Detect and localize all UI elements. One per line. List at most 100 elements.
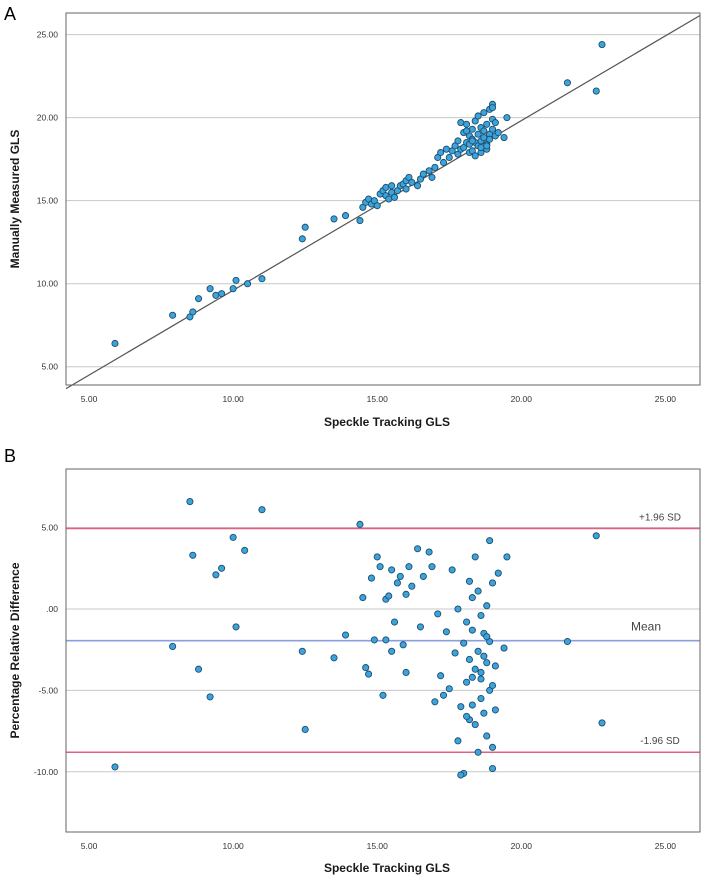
data-point [477,694,485,703]
x-tick-label: 25.00 [655,394,677,404]
y-tick-label: 5.00 [41,362,58,372]
data-point [212,571,220,579]
data-point [460,639,468,647]
data-point [373,202,381,210]
data-point [445,685,453,693]
data-point [486,135,494,143]
data-point [471,665,479,673]
data-point [428,173,436,181]
data-point [390,193,399,201]
data-point [463,127,471,135]
panel-b-x-ticks: 5.00 10.00 15.00 20.00 25.00 [81,841,677,851]
data-point [341,631,350,639]
data-point [442,145,450,153]
data-point [388,647,396,655]
panel-b-x-axis-title: Speckle Tracking GLS [324,861,450,875]
x-tick-label: 15.00 [367,841,389,851]
data-point [218,564,226,572]
data-point [330,654,338,662]
data-point [439,158,448,167]
data-point [402,668,410,677]
data-point [111,763,119,771]
panel-b: B +1.96 SD Mean -1.96 SD 5.00 10.00 15.00 20.… [4,446,701,875]
data-point [457,703,465,711]
panel-b-y-ticks: -10.00 -5.00 .00 5.00 [34,523,58,777]
panel-a-x-axis-title: Speckle Tracking GLS [324,415,450,429]
data-point [382,183,390,191]
data-point [468,137,476,145]
panel-b-plot-frame [65,468,701,833]
data-point [408,178,416,186]
data-point [491,119,499,127]
data-point [480,709,488,717]
data-point [445,153,453,162]
y-tick-label: -10.00 [34,767,58,777]
data-point [477,675,485,683]
data-point [258,506,266,514]
data-point [483,120,491,128]
data-point [425,167,433,175]
x-tick-label: 25.00 [655,841,677,851]
data-point [503,114,511,122]
y-tick-label: 5.00 [41,523,58,533]
data-point [232,623,240,631]
panel-a-gridlines [66,34,700,368]
data-point [477,668,485,677]
x-tick-label: 5.00 [81,841,98,851]
data-point [425,548,433,556]
x-tick-label: 10.00 [223,394,245,404]
data-point [390,618,399,626]
data-point [463,678,471,686]
data-point [480,134,488,142]
y-tick-label: 10.00 [37,279,59,289]
data-point [463,120,471,128]
data-point [431,698,439,706]
data-point [206,693,214,701]
data-point [111,339,119,348]
data-point [488,104,497,112]
data-point [195,295,203,303]
data-point [189,551,197,559]
data-point [362,664,370,672]
panel-b-label: B [4,446,16,466]
data-point [477,611,485,620]
panel-a-y-axis-title: Manually Measured GLS [8,130,22,269]
data-point [379,691,387,699]
x-tick-label: 20.00 [511,841,533,851]
data-point [365,670,373,678]
y-tick-label: -5.00 [39,685,59,695]
data-point [471,721,479,729]
data-point [598,719,606,727]
panel-a: A 5.00 10.00 15.00 20.00 25.00 5.00 10.00 15.0… [4,4,701,429]
data-point [457,771,465,779]
data-point [488,579,497,587]
panel-a-label: A [4,4,16,24]
data-point [218,290,226,298]
x-tick-label: 10.00 [223,841,245,851]
data-point [195,665,203,673]
panel-a-plot-frame [65,12,701,386]
data-point [465,577,474,585]
data-point [598,41,606,49]
y-tick-label: 15.00 [37,196,59,206]
data-point [301,725,309,733]
data-point [463,618,471,626]
data-point [468,125,476,133]
data-point [457,119,465,127]
y-tick-label: .00 [46,604,58,614]
panel-b-points [111,498,606,779]
data-point [428,563,436,571]
data-point [416,623,425,631]
data-point [229,285,237,293]
data-point [474,587,482,595]
data-point [373,553,381,561]
data-point [494,129,502,137]
data-point [463,712,471,720]
data-point [454,737,462,745]
data-point [442,628,450,636]
data-point [399,641,407,649]
data-point [396,572,404,580]
data-point [330,215,338,223]
data-point [402,185,410,193]
data-point [474,130,482,138]
